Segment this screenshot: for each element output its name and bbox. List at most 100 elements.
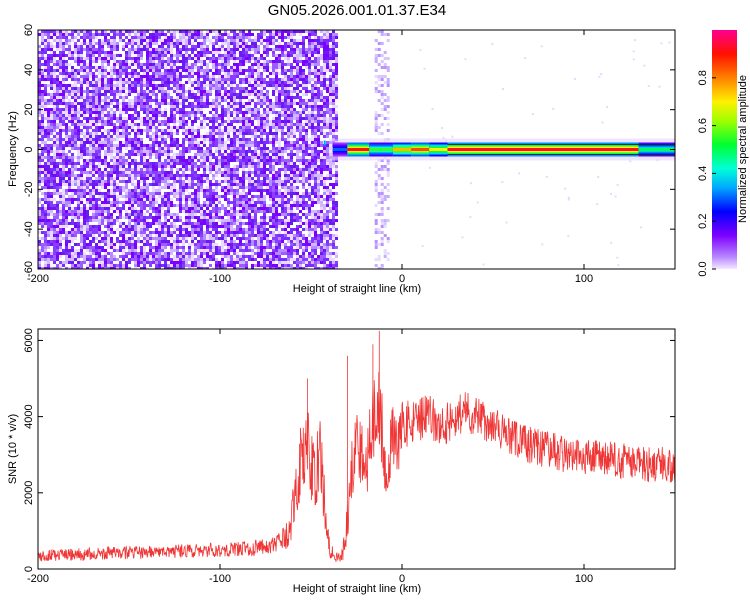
noise-cell [62,180,65,183]
noise-cell [233,165,236,168]
noise-cell [185,207,188,210]
noise-cell [137,54,140,57]
noise-cell [194,63,197,66]
noise-cell [95,180,98,183]
noise-cell [218,171,221,174]
noise-cell [71,237,74,240]
noise-cell [176,87,179,90]
noise-cell [122,117,125,120]
noise-cell [143,120,146,123]
noise-cell [98,120,101,123]
noise-cell [83,39,86,42]
noise-cell [92,90,95,93]
noise-cell [53,159,56,162]
noise-cell [167,51,170,54]
noise-cell [125,147,128,150]
noise-cell [164,162,167,165]
noise-cell [167,180,170,183]
noise-cell [245,111,248,114]
noise-cell [242,252,245,255]
noise-cell [80,132,83,135]
noise-cell [107,183,110,186]
noise-cell [188,210,191,213]
noise-cell [122,165,125,168]
noise-cell [116,156,119,159]
noise-cell [254,45,257,48]
noise-cell [128,195,131,198]
noise-cell [230,189,233,192]
noise-cell [173,192,176,195]
noise-cell [104,210,107,213]
noise-cell [128,225,131,228]
noise-cell [77,174,80,177]
noise-cell [179,60,182,63]
noise-cell [227,57,230,60]
noise-cell [44,63,47,66]
noise-cell [257,63,260,66]
noise-cell [158,162,161,165]
noise-cell [122,39,125,42]
noise-cell [65,252,68,255]
noise-cell [230,144,233,147]
noise-cell [128,33,131,36]
noise-cell [38,57,41,60]
noise-cell [65,261,68,264]
noise-cell [140,105,143,108]
noise-cell [179,159,182,162]
noise-cell [53,54,56,57]
noise-cell [92,87,95,90]
noise-cell [239,153,242,156]
noise-cell [110,54,113,57]
noise-cell [71,57,74,60]
noise-cell [155,231,158,234]
noise-cell [212,153,215,156]
noise-cell [149,204,152,207]
noise-cell [119,93,122,96]
noise-cell [188,33,191,36]
noise-cell [74,84,77,87]
noise-cell [125,231,128,234]
noise-cell [134,48,137,51]
noise-cell [176,66,179,69]
noise-cell [140,258,143,261]
noise-cell [38,54,41,57]
noise-cell [230,120,233,123]
noise-cell [113,66,116,69]
noise-cell [248,255,251,258]
noise-cell [65,171,68,174]
noise-cell [47,267,50,269]
noise-cell [83,111,86,114]
noise-cell [164,168,167,171]
noise-cell [44,144,47,147]
noise-cell [137,204,140,207]
noise-cell [107,234,110,237]
noise-cell [233,48,236,51]
noise-cell [56,222,59,225]
noise-cell [173,141,176,144]
noise-cell [248,102,251,105]
noise-cell [74,237,77,240]
noise-cell [119,126,122,129]
noise-cell [191,84,194,87]
noise-cell [71,72,74,75]
noise-cell [68,180,71,183]
noise-cell [83,159,86,162]
noise-cell [113,168,116,171]
noise-cell [125,195,128,198]
noise-cell [110,135,113,138]
noise-cell [188,66,191,69]
noise-cell [47,54,50,57]
noise-cell [263,45,266,48]
noise-cell [209,51,212,54]
noise-cell [38,201,41,204]
noise-cell [50,78,53,81]
noise-cell [191,267,194,269]
noise-cell [143,261,146,264]
noise-cell [233,51,236,54]
noise-cell [197,261,200,264]
noise-cell [224,96,227,99]
noise-cell [50,165,53,168]
noise-cell [47,231,50,234]
noise-cell [254,147,257,150]
noise-cell [59,57,62,60]
